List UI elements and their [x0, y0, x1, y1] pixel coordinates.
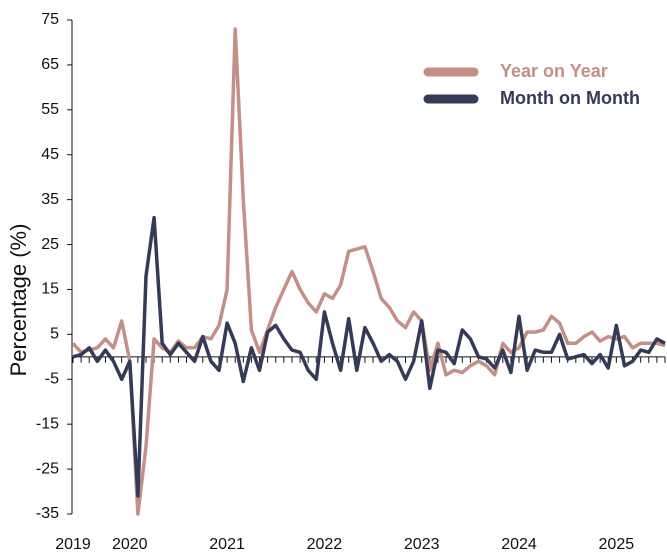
legend-label: Month on Month — [500, 88, 640, 108]
x-tick-label: 2025 — [599, 536, 635, 553]
y-tick-label: 25 — [41, 236, 59, 253]
y-tick-label: 15 — [41, 281, 59, 298]
y-axis-label: Percentage (%) — [6, 224, 31, 377]
series-line — [72, 215, 666, 498]
y-tick-label: -5 — [45, 370, 59, 387]
x-tick-label: 2022 — [307, 536, 343, 553]
y-tick-label: -25 — [36, 460, 59, 477]
x-tick-label: 2024 — [501, 536, 537, 553]
y-tick-label: 65 — [41, 56, 59, 73]
x-tick-label: 2021 — [209, 536, 245, 553]
y-tick-label: 45 — [41, 146, 59, 163]
y-tick-label: 55 — [41, 101, 59, 118]
y-tick-label: 5 — [50, 326, 59, 343]
y-tick-label: 35 — [41, 191, 59, 208]
x-tick-label: 2020 — [112, 536, 148, 553]
x-tick-label: 2023 — [404, 536, 440, 553]
y-tick-label: -15 — [36, 415, 59, 432]
legend-label: Year on Year — [500, 61, 608, 81]
x-tick-label: 2019 — [55, 536, 91, 553]
y-tick-label: 75 — [41, 11, 59, 28]
y-tick-label: -35 — [36, 505, 59, 522]
